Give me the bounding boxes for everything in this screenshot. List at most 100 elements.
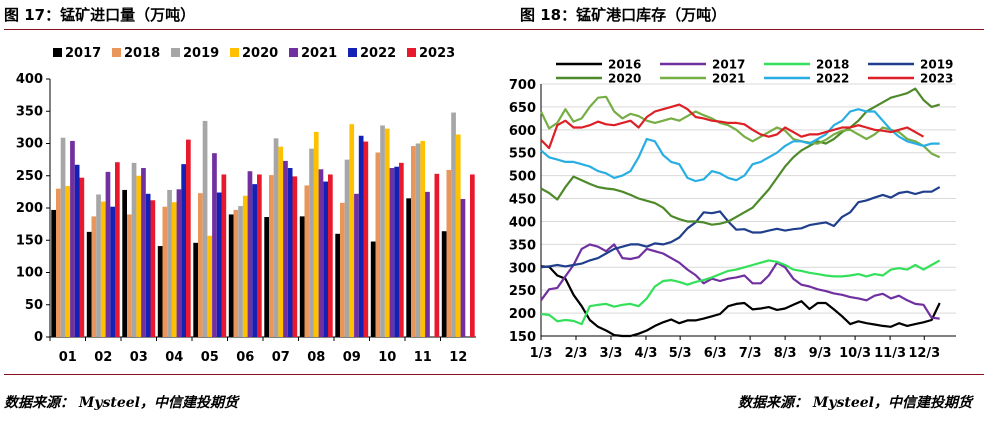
bar-2022-08: [323, 181, 328, 337]
legend-swatch-2017: [53, 48, 62, 57]
bar-2020-01: [65, 186, 71, 337]
legend-label-2017: 2017: [65, 46, 101, 61]
x-tick-label: 6/3: [704, 346, 727, 361]
bar-2020-04: [171, 202, 177, 337]
legend-label-2023: 2023: [419, 46, 455, 61]
x-tick-label: 06: [236, 350, 254, 365]
bar-2020-11: [420, 140, 426, 337]
bar-2018-06: [233, 209, 239, 337]
bar-2020-02: [100, 201, 106, 337]
bar-2019-07: [273, 138, 279, 337]
bar-2018-07: [269, 175, 274, 337]
y-tick-label: 300: [16, 137, 43, 152]
y-tick-label: 450: [509, 193, 536, 208]
legend-label-2018: 2018: [124, 46, 160, 61]
legend-swatch-2019: [171, 48, 180, 57]
y-tick-label: 200: [16, 201, 43, 216]
y-tick-label: 200: [509, 307, 536, 322]
bar-2019-10: [380, 125, 385, 337]
bar-2021-05: [212, 153, 217, 337]
bar-2022-06: [252, 184, 257, 337]
y-tick-label: 150: [509, 330, 536, 345]
bar-2023-05: [221, 174, 227, 337]
bar-2021-01: [70, 140, 75, 337]
bar-2022-10: [394, 166, 399, 337]
bar-2019-12: [451, 112, 456, 337]
x-tick-label: 2/3: [565, 346, 588, 361]
legend-label-2017: 2017: [712, 58, 745, 72]
bar-2023-06: [257, 174, 262, 337]
bar-2017-03: [122, 189, 127, 337]
bar-2017-08: [299, 216, 305, 337]
footer-rule: [4, 374, 984, 375]
series-line-2023: [540, 103, 925, 150]
bar-2017-06: [228, 214, 234, 337]
legend-label-2020: 2020: [242, 46, 278, 61]
bar-2018-01: [56, 188, 61, 337]
x-tick-label: 01: [59, 350, 77, 365]
bar-2018-09: [340, 202, 345, 337]
bar-2019-03: [131, 162, 137, 337]
bar-2017-11: [406, 198, 411, 337]
bar-2023-04: [186, 139, 191, 337]
x-tick-label: 12/3: [908, 346, 940, 361]
x-tick-label: 1/3: [530, 346, 553, 361]
bar-2023-11: [434, 173, 440, 337]
bar-2023-12: [470, 174, 475, 337]
bar-2020-03: [136, 175, 142, 337]
y-tick-label: 250: [509, 284, 536, 299]
bar-2017-05: [193, 242, 198, 337]
port-inventory-chart: 150 200 250 300 350 400 450 500 550 600 650 700 1/3 2…: [494, 0, 988, 374]
y-tick-label: 300: [509, 261, 536, 276]
bar-2022-04: [181, 164, 186, 337]
legend-label-2018: 2018: [816, 58, 849, 72]
y-tick-label: 100: [16, 266, 43, 281]
legend-label-2022: 2022: [816, 72, 849, 86]
x-tick-label: 9/3: [809, 346, 832, 361]
x-tick-label: 8/3: [774, 346, 797, 361]
legend-label-2021: 2021: [712, 72, 745, 86]
bar-2019-01: [60, 137, 66, 337]
bar-2020-08: [313, 131, 319, 337]
bar-2018-04: [162, 206, 168, 337]
y-tick-label: 250: [16, 169, 43, 184]
series-line-2020: [540, 87, 941, 226]
series-line-2021: [540, 95, 941, 159]
y-tick-label: 500: [509, 170, 536, 185]
bar-2019-08: [309, 148, 314, 337]
bar-2018-02: [91, 216, 97, 337]
right-chart-title: 图 18：锰矿港口库存（万吨）: [520, 6, 727, 24]
bar-2020-07: [278, 146, 284, 337]
x-tick-label: 03: [130, 350, 148, 365]
x-tick-label: 12: [449, 350, 467, 365]
y-tick-label: 600: [509, 124, 536, 139]
bar-2021-06: [247, 171, 253, 337]
bar-2020-05: [207, 235, 213, 337]
bar-2021-11: [425, 191, 430, 337]
legend-swatch-2023: [407, 48, 416, 57]
bar-2022-05: [216, 192, 222, 337]
legend-swatch-2020: [230, 48, 239, 57]
legend-swatch-2021: [289, 48, 298, 57]
import-volume-chart: 0 50 100 150 200 250 300 350 400 01 02 03 04 05 06 07 08…: [0, 0, 484, 374]
x-tick-label: 10: [378, 350, 396, 365]
y-tick-label: 400: [509, 215, 536, 230]
x-tick-label: 5/3: [669, 346, 692, 361]
left-chart-title: 图 17：锰矿进口量（万吨）: [4, 6, 196, 24]
bar-2018-08: [304, 185, 310, 337]
bar-2023-10: [399, 162, 404, 337]
legend-label-2023: 2023: [920, 72, 953, 86]
x-tick-label: 07: [272, 350, 290, 365]
x-tick-label: 08: [307, 350, 325, 365]
header-rule: [4, 29, 984, 30]
y-tick-label: 350: [509, 238, 536, 253]
y-tick-label: 550: [509, 147, 536, 162]
bar-2023-03: [150, 200, 156, 337]
legend-swatch-2018: [112, 48, 121, 57]
y-tick-label: 0: [34, 330, 43, 345]
bar-2023-02: [115, 162, 120, 337]
bar-2021-10: [389, 168, 395, 337]
legend-label-2019: 2019: [920, 58, 953, 72]
y-tick-label: 50: [25, 298, 43, 313]
bar-2019-04: [167, 189, 172, 337]
